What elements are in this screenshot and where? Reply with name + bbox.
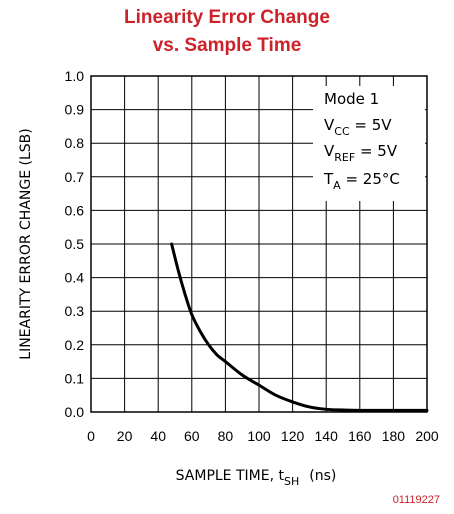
x-tick-label: 140 [315, 428, 339, 444]
y-tick-labels: 0.0 0.1 0.2 0.3 0.4 0.5 0.6 0.7 0.8 0.9 1.0 [65, 68, 85, 420]
chart-title-line1: Linearity Error Change [124, 7, 330, 28]
grid [91, 76, 427, 412]
x-tick-label: 200 [415, 428, 439, 444]
annotation-box-bg [313, 86, 425, 201]
y-tick-label: 0.7 [65, 169, 85, 185]
x-tick-label: 120 [281, 428, 305, 444]
y-tick-label: 0.5 [65, 236, 85, 252]
x-tick-label: 20 [117, 428, 133, 444]
x-tick-label: 180 [382, 428, 406, 444]
annotation-mode: Mode 1 [324, 90, 379, 108]
y-tick-label: 0.2 [65, 337, 85, 353]
x-tick-label: 0 [87, 428, 95, 444]
chart-title-line2: vs. Sample Time [153, 35, 302, 56]
annotation-vcc: VCC = 5V [324, 116, 392, 138]
y-tick-label: 1.0 [65, 68, 85, 84]
x-tick-label: 160 [348, 428, 372, 444]
x-axis-label: SAMPLE TIME, tSH (ns) [176, 468, 337, 488]
figure-id: 01119227 [393, 494, 440, 506]
x-tick-label: 60 [184, 428, 200, 444]
y-tick-label: 0.6 [65, 202, 85, 218]
plot-frame [90, 75, 428, 413]
y-tick-label: 0.4 [65, 270, 85, 286]
x-tick-label: 80 [218, 428, 234, 444]
annotation-ta: TA = 25°C [323, 170, 400, 192]
y-axis-label: LINEARITY ERROR CHANGE (LSB) [18, 128, 34, 359]
y-tick-label: 0.3 [65, 303, 85, 319]
x-tick-labels: 0 20 40 60 80 100 120 140 160 180 200 [87, 428, 439, 444]
x-tick-label: 40 [150, 428, 166, 444]
x-tick-label: 100 [247, 428, 271, 444]
y-tick-label: 0.1 [65, 370, 85, 386]
series-line [170, 242, 429, 412]
y-tick-label: 0.9 [65, 102, 85, 118]
y-tick-label: 0.0 [65, 404, 85, 420]
annotation-vref: VREF = 5V [324, 142, 398, 164]
y-tick-label: 0.8 [65, 135, 85, 151]
